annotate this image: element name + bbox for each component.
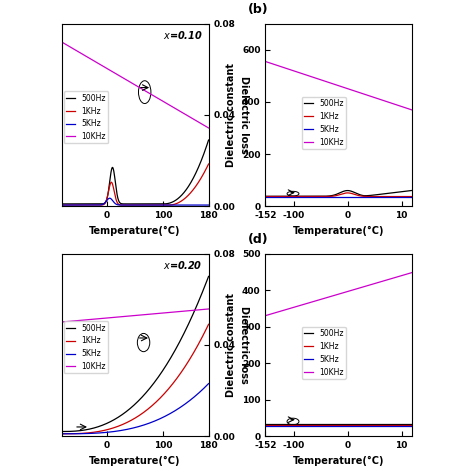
Legend: 500Hz, 1KHz, 5KHz, 10KHz: 500Hz, 1KHz, 5KHz, 10KHz [64,321,109,374]
Text: $x$=0.20: $x$=0.20 [164,259,203,271]
X-axis label: Temperature(°C): Temperature(°C) [293,456,385,465]
X-axis label: Temperature(°C): Temperature(°C) [89,226,181,236]
Y-axis label: Dielectric constant: Dielectric constant [227,63,237,167]
X-axis label: Temperature(°C): Temperature(°C) [89,456,181,465]
Legend: 500Hz, 1KHz, 5KHz, 10KHz: 500Hz, 1KHz, 5KHz, 10KHz [301,327,346,379]
Legend: 500Hz, 1KHz, 5KHz, 10KHz: 500Hz, 1KHz, 5KHz, 10KHz [301,97,346,149]
Legend: 500Hz, 1KHz, 5KHz, 10KHz: 500Hz, 1KHz, 5KHz, 10KHz [64,91,109,144]
Text: (d): (d) [248,233,268,246]
Y-axis label: Dielectric loss: Dielectric loss [239,306,249,384]
Text: (b): (b) [248,3,268,17]
Y-axis label: Dielectric constant: Dielectric constant [227,293,237,397]
Text: $x$=0.10: $x$=0.10 [163,29,203,41]
X-axis label: Temperature(°C): Temperature(°C) [293,226,385,236]
Y-axis label: Dielectric loss: Dielectric loss [239,76,249,154]
